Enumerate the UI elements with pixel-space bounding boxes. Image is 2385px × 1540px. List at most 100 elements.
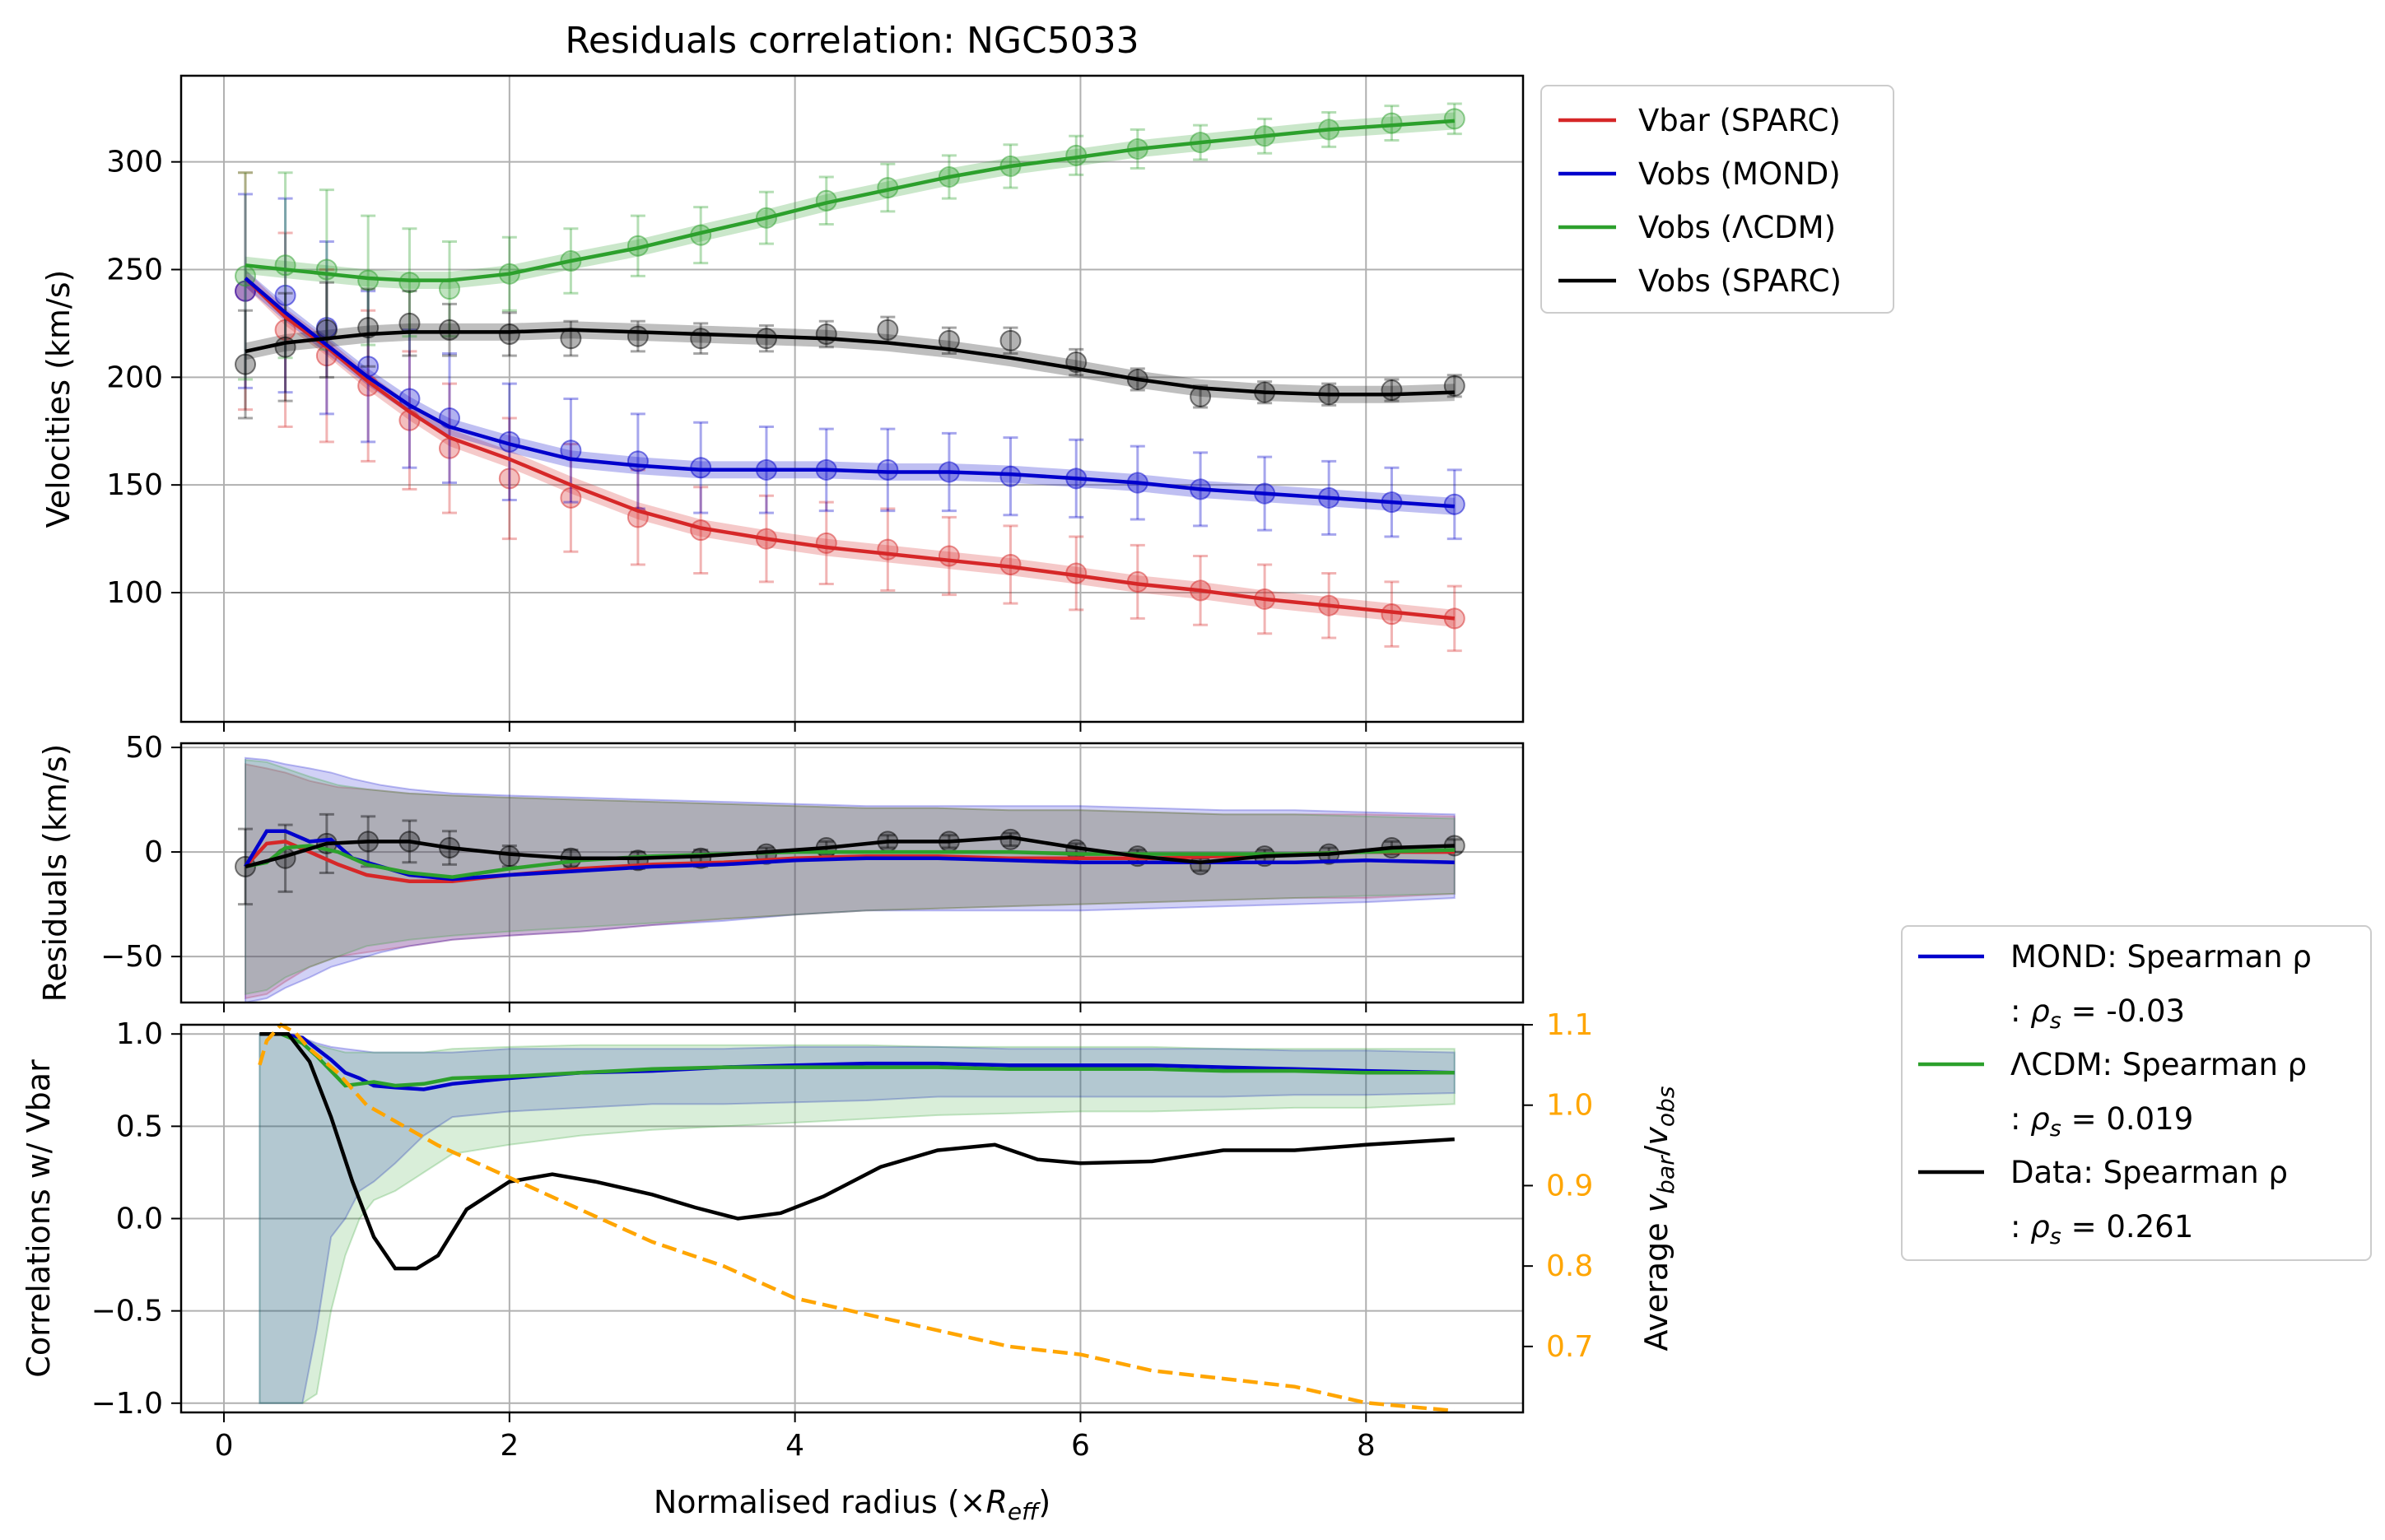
- data-point: [999, 329, 1022, 351]
- series-line: [244, 840, 1455, 883]
- legend-label: Data: Spearman ρ: [2010, 1155, 2288, 1190]
- label-part: s: [2050, 1008, 2061, 1034]
- x-tick-label: 4: [785, 1429, 804, 1463]
- data-point: [815, 532, 837, 554]
- legend-label: Vobs (SPARC): [1638, 263, 1842, 299]
- data-point: [235, 353, 257, 375]
- legend-label: Vobs (MOND): [1638, 156, 1841, 192]
- y-tick-label: 0: [144, 835, 163, 869]
- y-tick-label: 1.0: [116, 1017, 163, 1051]
- data-point: [498, 468, 520, 490]
- series-line: [244, 829, 1455, 882]
- y2-tick-label: 0.9: [1546, 1169, 1593, 1203]
- y2-tick-label: 0.7: [1546, 1330, 1593, 1364]
- confidence-band: [245, 756, 1456, 1004]
- label-part: bar: [1652, 1155, 1679, 1194]
- axes-frame: [179, 742, 1525, 1004]
- legend-label: Vobs (ΛCDM): [1638, 210, 1836, 245]
- label-part: s: [2050, 1116, 2061, 1142]
- label-part: eff: [1008, 1498, 1041, 1525]
- label-part: = 0.261: [2061, 1209, 2193, 1245]
- confidence-band: [245, 763, 1456, 1000]
- legend-value: : ρs = -0.03: [2010, 993, 2185, 1034]
- label-part: = -0.03: [2061, 993, 2185, 1029]
- series-line: [245, 328, 1455, 397]
- y-tick-label: 100: [106, 576, 163, 610]
- confidence-band: [245, 759, 1456, 996]
- data-point: [235, 280, 257, 302]
- x-axis-label: Normalised radius (×Reff): [654, 1484, 1050, 1525]
- data-point: [1381, 379, 1403, 402]
- y-tick-label: −0.5: [91, 1295, 163, 1328]
- y2-tick-label: 0.8: [1546, 1249, 1593, 1283]
- series-line: [245, 119, 1455, 282]
- label-part: R: [985, 1484, 1007, 1520]
- y-tick-label: −50: [100, 940, 163, 974]
- label-part: obs: [1652, 1086, 1679, 1128]
- y-axis-label: Residuals (km/s): [37, 744, 73, 1003]
- label-part: Normalised radius (×: [654, 1484, 986, 1520]
- data-point: [815, 323, 837, 345]
- y2-axis-label: Average vbar/vobs: [1638, 1086, 1679, 1352]
- legend-label: ΛCDM: Spearman ρ: [2010, 1047, 2307, 1082]
- label-part: Average: [1638, 1212, 1675, 1351]
- series-line: [259, 1031, 1455, 1271]
- label-part: v: [1638, 1193, 1675, 1212]
- y-tick-label: 50: [125, 731, 163, 765]
- data-point: [877, 538, 899, 561]
- label-part: ): [1038, 1484, 1050, 1520]
- data-point: [1443, 108, 1465, 130]
- legend-frame: [1540, 85, 1894, 314]
- y-tick-label: 300: [106, 146, 163, 179]
- y-tick-label: 0.5: [116, 1110, 163, 1143]
- data-point: [690, 328, 712, 350]
- y-tick-label: 250: [106, 254, 163, 287]
- data-point: [274, 284, 296, 306]
- chart-title: Residuals correlation: NGC5033: [565, 20, 1139, 62]
- series-line: [245, 835, 1455, 869]
- data-point: [755, 328, 777, 350]
- fit-band: [245, 112, 1455, 289]
- x-tick-label: 0: [215, 1429, 234, 1463]
- legend-top: Vbar (SPARC) Vobs (MOND) Vobs (ΛCDM) Vobs (…: [1540, 85, 1894, 314]
- y2-tick-label: 1.1: [1546, 1008, 1593, 1042]
- y-tick-label: 0.0: [116, 1203, 163, 1236]
- label-part: /: [1638, 1145, 1675, 1156]
- confidence-band: [259, 1033, 1456, 1404]
- data-point: [498, 323, 520, 345]
- data-point: [877, 458, 899, 481]
- y-axis-label: Correlations w/ Vbar: [21, 1059, 57, 1378]
- legend-value: : ρs = 0.019: [2010, 1101, 2193, 1142]
- y-tick-label: 200: [106, 361, 163, 394]
- fit-band: [245, 269, 1455, 627]
- label-part: = 0.019: [2061, 1101, 2193, 1137]
- x-tick-label: 6: [1071, 1429, 1090, 1463]
- series-line: [258, 1022, 1456, 1413]
- label-part: v: [1638, 1127, 1675, 1146]
- series-line: [259, 1031, 1455, 1088]
- data-point: [315, 258, 338, 281]
- legend-value: : ρs = 0.261: [2010, 1209, 2193, 1249]
- y-tick-label: −1.0: [91, 1387, 163, 1421]
- panel-velocities: 100 150 200 250 300 Velocities (km/s): [40, 74, 1525, 732]
- y2-tick-label: 1.0: [1546, 1089, 1593, 1123]
- data-point: [439, 319, 460, 341]
- legend-frame: [1901, 925, 2372, 1261]
- data-point: [398, 272, 421, 294]
- label-part: s: [2050, 1224, 2061, 1249]
- label-part: ρ: [2030, 1101, 2050, 1137]
- label-part: :: [2010, 993, 2030, 1029]
- data-point: [274, 319, 296, 341]
- label-part: :: [2010, 1101, 2030, 1137]
- x-tick-label: 2: [500, 1429, 519, 1463]
- label-part: ρ: [2030, 1209, 2050, 1245]
- data-point: [627, 450, 649, 472]
- label-part: :: [2010, 1209, 2030, 1245]
- data-point: [877, 319, 899, 341]
- axes-frame: [179, 74, 1525, 723]
- x-tick-label: 8: [1357, 1429, 1376, 1463]
- data-point: [627, 325, 649, 347]
